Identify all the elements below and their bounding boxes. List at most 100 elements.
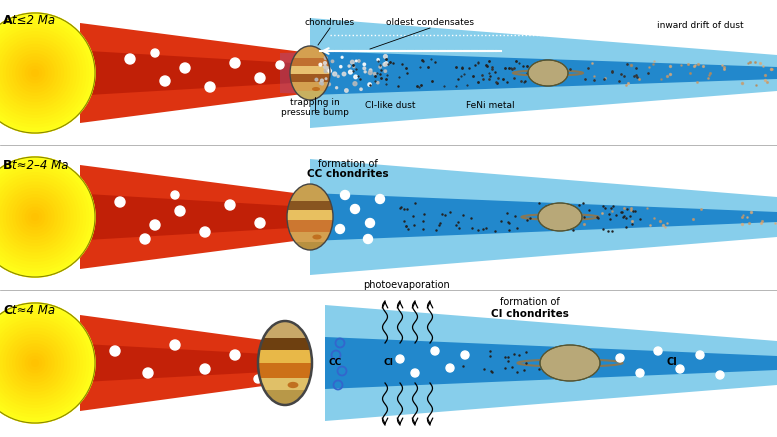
Circle shape [0,179,73,255]
Circle shape [143,368,153,378]
Circle shape [383,63,386,66]
Circle shape [3,331,67,395]
Circle shape [230,350,240,360]
FancyBboxPatch shape [287,201,333,210]
Circle shape [654,347,662,355]
Circle shape [340,191,350,200]
Circle shape [355,60,357,62]
Circle shape [321,83,323,85]
Circle shape [0,157,95,277]
Ellipse shape [290,46,330,100]
Polygon shape [285,337,325,389]
Polygon shape [80,194,310,240]
Circle shape [26,63,44,83]
Ellipse shape [258,321,312,405]
Circle shape [0,26,82,120]
FancyBboxPatch shape [258,321,312,338]
Polygon shape [80,344,285,382]
Circle shape [368,83,371,86]
FancyBboxPatch shape [258,378,312,390]
Circle shape [384,55,387,58]
Circle shape [23,60,47,86]
Circle shape [29,211,41,223]
Circle shape [0,38,70,108]
Circle shape [348,65,350,67]
Ellipse shape [312,87,320,91]
FancyBboxPatch shape [287,210,333,220]
Circle shape [23,205,47,229]
Circle shape [0,13,95,133]
Circle shape [205,82,215,92]
Text: CC chondrites: CC chondrites [307,169,388,179]
Circle shape [365,218,375,228]
Circle shape [110,346,120,356]
Circle shape [10,338,61,388]
Circle shape [364,235,372,243]
Circle shape [0,35,73,111]
Circle shape [319,63,322,66]
Circle shape [324,56,327,59]
Text: formation of: formation of [500,297,560,307]
Polygon shape [310,159,777,275]
Circle shape [616,354,624,362]
Circle shape [333,72,336,76]
Circle shape [26,208,44,226]
Circle shape [0,170,82,264]
Circle shape [363,67,366,69]
Circle shape [150,220,160,230]
Circle shape [350,205,360,214]
Circle shape [326,67,330,71]
Circle shape [254,375,262,383]
Circle shape [151,49,159,57]
Circle shape [6,189,64,246]
Circle shape [336,225,344,233]
Circle shape [16,344,54,382]
Circle shape [200,227,210,237]
Circle shape [0,160,92,274]
Circle shape [16,198,54,236]
Circle shape [323,62,326,65]
Text: CI: CI [667,357,678,367]
Circle shape [255,73,265,83]
Circle shape [171,191,179,199]
FancyBboxPatch shape [290,90,330,100]
Text: CI-like dust: CI-like dust [364,101,415,110]
Circle shape [276,61,284,69]
Circle shape [374,73,376,75]
Circle shape [337,75,340,77]
Polygon shape [325,337,777,389]
Circle shape [0,176,76,258]
Circle shape [364,71,366,73]
Circle shape [26,354,44,372]
FancyBboxPatch shape [258,390,312,405]
Text: C: C [3,304,12,317]
Circle shape [375,194,385,204]
Circle shape [125,54,135,64]
FancyBboxPatch shape [287,220,333,232]
Circle shape [379,66,382,68]
Circle shape [160,76,170,86]
Circle shape [32,360,38,366]
Circle shape [340,66,342,68]
Circle shape [32,70,38,76]
Circle shape [0,163,89,271]
Ellipse shape [528,60,568,86]
Polygon shape [80,165,310,269]
Circle shape [396,355,404,363]
Text: chondrules: chondrules [305,18,355,27]
Circle shape [0,322,76,404]
Circle shape [369,69,372,72]
Circle shape [323,66,326,69]
Text: oldest condensates: oldest condensates [386,18,474,27]
Circle shape [411,369,419,377]
Circle shape [385,62,388,65]
Circle shape [0,316,82,410]
Circle shape [328,69,332,73]
Circle shape [23,350,47,376]
Circle shape [0,19,89,127]
Circle shape [10,192,61,242]
Ellipse shape [540,345,600,381]
Ellipse shape [540,345,600,381]
Text: B: B [3,159,12,172]
Text: CI chondrites: CI chondrites [491,309,569,319]
